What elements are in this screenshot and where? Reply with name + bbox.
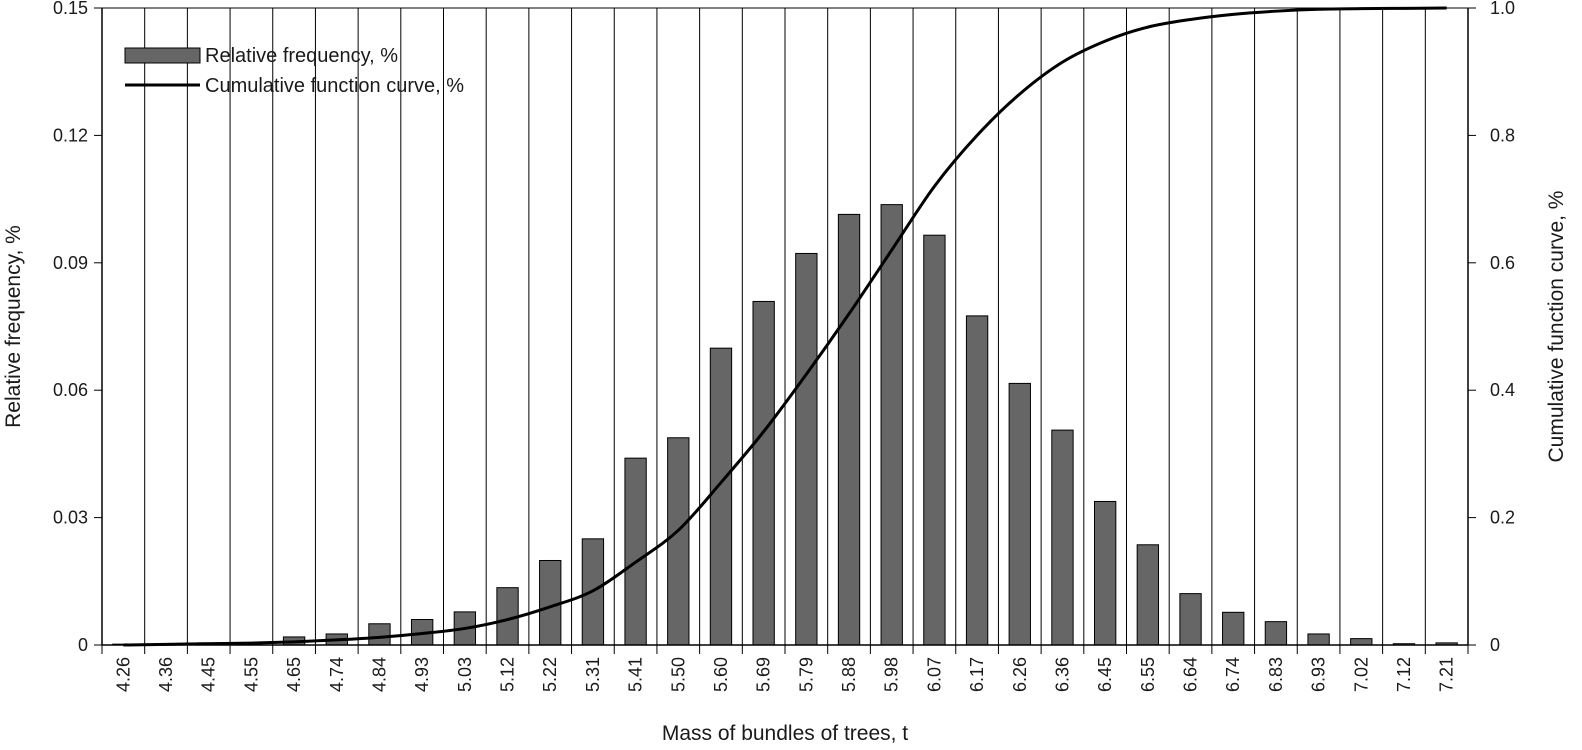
y2-tick-label: 0.2 <box>1490 508 1515 528</box>
x-tick-label: 5.79 <box>796 657 816 692</box>
x-tick-label: 4.65 <box>284 657 304 692</box>
x-tick-label: 6.36 <box>1052 657 1072 692</box>
x-tick-label: 6.17 <box>967 657 987 692</box>
x-tick-label: 4.45 <box>199 657 219 692</box>
x-tick-label: 5.98 <box>882 657 902 692</box>
legend-line-label: Cumulative function curve, % <box>205 75 464 97</box>
x-tick-label: 6.64 <box>1181 657 1201 692</box>
x-tick-label: 5.88 <box>839 657 859 692</box>
bar <box>667 437 690 646</box>
bar <box>752 300 775 646</box>
x-tick-label: 5.22 <box>540 657 560 692</box>
x-tick-label: 5.41 <box>626 657 646 692</box>
x-tick-label: 6.07 <box>924 657 944 692</box>
grid <box>102 7 1468 645</box>
y2-tick-label: 1.0 <box>1490 0 1515 18</box>
legend-bar-swatch <box>124 47 201 64</box>
x-tick-label: 4.84 <box>369 657 389 692</box>
y2-tick-label: 0.8 <box>1490 125 1515 145</box>
y-tick-label: 0.09 <box>53 253 88 273</box>
y2-tick-label: 0 <box>1490 635 1500 655</box>
y2-tick-label: 0.6 <box>1490 253 1515 273</box>
legend-bar-label: Relative frequency, % <box>205 45 398 67</box>
x-tick-label: 4.26 <box>113 657 133 692</box>
y-tick-label: 0.06 <box>53 380 88 400</box>
x-tick-label: 7.02 <box>1351 657 1371 692</box>
bar <box>539 559 562 646</box>
x-tick-label: 7.21 <box>1437 657 1457 692</box>
x-tick-label: 4.74 <box>327 657 347 692</box>
line-series <box>123 6 1447 647</box>
bar <box>624 457 647 646</box>
bar <box>1307 633 1330 646</box>
x-tick-label: 5.12 <box>498 657 518 692</box>
x-tick-label: 7.12 <box>1394 657 1414 692</box>
x-tick-label: 4.55 <box>241 657 261 692</box>
x-tick-label: 5.03 <box>455 657 475 692</box>
bar <box>1264 621 1288 646</box>
y-tick-label: 0 <box>78 635 88 655</box>
x-tick-label: 4.36 <box>156 657 176 692</box>
bar <box>880 204 903 646</box>
x-tick-label: 4.93 <box>412 657 432 692</box>
bar <box>1222 611 1245 646</box>
x-tick-label: 6.74 <box>1223 657 1243 692</box>
y2-axis-title: Cumulative function curve, % <box>1545 191 1568 463</box>
bar <box>965 315 989 646</box>
bar <box>1350 638 1373 646</box>
y-axis-title: Relative frequency, % <box>2 225 25 428</box>
y-tick-label: 0.03 <box>53 508 88 528</box>
bar <box>709 347 733 646</box>
bar <box>1008 382 1031 646</box>
x-tick-label: 5.60 <box>711 657 731 692</box>
cumulative-line <box>123 6 1447 647</box>
bar <box>923 234 946 646</box>
bar <box>1136 544 1160 646</box>
x-tick-label: 5.50 <box>668 657 688 692</box>
x-tick-label: 6.83 <box>1266 657 1286 692</box>
axes: 0 0.03 0.06 0.09 0.12 0.15 0 0.2 0.4 0.6 0.8 1.0 4.2… <box>53 0 1515 692</box>
x-axis-title: Mass of bundles of trees, t <box>662 722 908 745</box>
bar <box>1179 593 1202 646</box>
x-tick-label: 6.55 <box>1138 657 1158 692</box>
y-tick-label: 0.15 <box>53 0 88 18</box>
y-tick-label: 0.12 <box>53 125 88 145</box>
x-tick-label: 5.31 <box>583 657 603 692</box>
x-tick-label: 5.69 <box>754 657 774 692</box>
legend: Relative frequency, % Cumulative functio… <box>124 45 464 97</box>
x-tick-label: 6.93 <box>1309 657 1329 692</box>
bar <box>837 213 861 646</box>
bar <box>1051 429 1074 646</box>
x-tick-label: 6.26 <box>1010 657 1030 692</box>
x-tick-label: 6.45 <box>1095 657 1115 692</box>
bar <box>368 623 391 646</box>
y2-tick-label: 0.4 <box>1490 380 1515 400</box>
bar <box>795 252 818 646</box>
bar <box>1093 500 1117 646</box>
